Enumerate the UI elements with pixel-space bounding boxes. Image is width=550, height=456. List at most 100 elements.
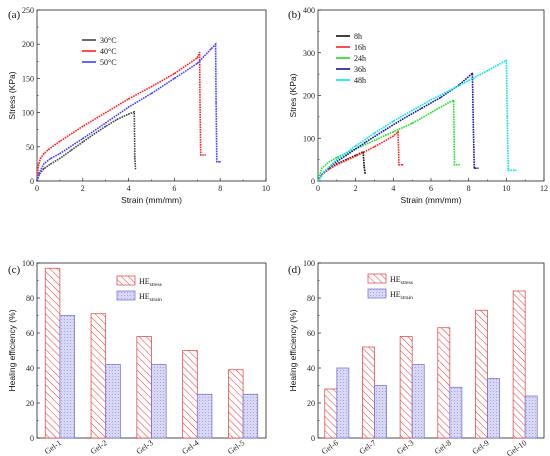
series-point bbox=[328, 161, 330, 163]
series-point bbox=[458, 164, 460, 166]
series-point bbox=[204, 154, 207, 156]
series-point bbox=[215, 101, 217, 104]
series-point bbox=[173, 77, 176, 80]
legend-label: HEstress bbox=[390, 275, 413, 286]
series-point bbox=[411, 109, 413, 112]
bar-stress bbox=[90, 313, 107, 439]
series-point bbox=[82, 141, 84, 143]
series-point bbox=[134, 167, 137, 170]
legend-label: 48h bbox=[354, 76, 366, 85]
series-point bbox=[515, 169, 517, 172]
series-point bbox=[134, 156, 136, 158]
series-point bbox=[127, 106, 130, 108]
y-tick-label: 200 bbox=[22, 40, 34, 49]
series-point bbox=[398, 164, 400, 166]
series-point bbox=[173, 72, 176, 75]
bar-strain bbox=[524, 395, 538, 439]
y-tick-label: 40 bbox=[307, 364, 315, 373]
y-tick-label: 80 bbox=[307, 294, 315, 303]
series-point bbox=[317, 180, 319, 182]
series-point bbox=[47, 148, 50, 151]
series-point bbox=[505, 59, 508, 62]
y-tick-label: 80 bbox=[26, 294, 34, 303]
series-point bbox=[336, 158, 338, 161]
panel-b: (b) 0 2 4 6 8 10 12 0 100 200 300 400 Strain (mm/mm) S… bbox=[288, 6, 548, 205]
y-tick-label: 50 bbox=[26, 143, 34, 152]
series-point bbox=[43, 167, 45, 170]
bar-strain bbox=[374, 385, 387, 439]
x-tick-label: 2 bbox=[81, 184, 85, 193]
legend-subscript: stress bbox=[401, 280, 413, 286]
legend-label: 36h bbox=[354, 65, 366, 74]
y-tick-label: 0 bbox=[311, 434, 315, 443]
bar-strain bbox=[151, 364, 167, 439]
legend-subscript: strain bbox=[401, 295, 413, 301]
bar-stress bbox=[182, 350, 198, 439]
x-tick-label: Gel-8 bbox=[433, 438, 453, 456]
x-tick-label: Gel-4 bbox=[180, 438, 200, 456]
legend-b: 8h 16h 24h 36h 48h bbox=[336, 32, 366, 85]
x-tick-label: Gel-7 bbox=[358, 438, 378, 456]
series-point bbox=[105, 125, 107, 127]
x-tick-label: Gel-2 bbox=[89, 438, 109, 456]
panel-label-a: (a) bbox=[8, 9, 21, 21]
legend-swatch bbox=[116, 290, 136, 301]
bar-strain bbox=[449, 386, 463, 439]
series-point bbox=[196, 62, 198, 65]
y-axis-label: Healing efficiency (%) bbox=[7, 309, 17, 391]
series-point bbox=[322, 171, 325, 174]
series-point bbox=[116, 118, 118, 121]
y-axis-label: Stres (KPa) bbox=[288, 73, 298, 117]
legend-a: 30°C 40°C 50°C bbox=[82, 36, 117, 67]
y-tick-label: 60 bbox=[26, 329, 34, 338]
x-tick-label: Gel-9 bbox=[471, 438, 491, 456]
panel-label-c: (c) bbox=[8, 264, 21, 276]
legend-c: HEstress HEstrain bbox=[116, 275, 162, 303]
series-point bbox=[105, 122, 107, 124]
series-point bbox=[39, 157, 42, 160]
series-point bbox=[105, 111, 107, 114]
series-point bbox=[392, 131, 395, 133]
series-line-3 bbox=[317, 71, 479, 182]
x-tick-label: Gel-1 bbox=[43, 438, 63, 456]
x-tick-label: 4 bbox=[391, 184, 395, 193]
series-point bbox=[392, 135, 395, 137]
series-point bbox=[430, 99, 432, 101]
y-tick-label: 150 bbox=[22, 74, 34, 83]
bar-stress bbox=[437, 327, 451, 439]
x-axis-label: Strain (mm/mm) bbox=[121, 195, 182, 205]
series-point bbox=[354, 155, 357, 157]
series-point bbox=[70, 149, 73, 151]
x-tick-label: Gel-10 bbox=[505, 438, 528, 456]
panel-d-frame bbox=[317, 262, 545, 439]
panel-c: (c) 0 20 40 60 80 100 Healing efficiency (%) Gel… bbox=[7, 259, 267, 456]
series-point bbox=[402, 164, 404, 166]
series-point bbox=[392, 120, 395, 122]
y-tick-label: 40 bbox=[26, 364, 34, 373]
x-tick-label: Gel-3 bbox=[395, 438, 415, 456]
bar-stress bbox=[362, 346, 375, 439]
series-point bbox=[214, 43, 217, 45]
series-point bbox=[196, 57, 198, 59]
y-tick-label: 250 bbox=[22, 6, 34, 15]
x-axis-label: Strain (mm/mm) bbox=[401, 195, 462, 205]
y-tick-label: 100 bbox=[303, 259, 315, 268]
series-point bbox=[82, 125, 84, 127]
legend-label: 24h bbox=[354, 54, 366, 63]
series-point bbox=[383, 129, 385, 132]
series-point bbox=[439, 96, 442, 99]
series-point bbox=[402, 118, 404, 120]
series-point bbox=[449, 89, 451, 92]
y-tick-label: 100 bbox=[22, 259, 34, 268]
series-point bbox=[373, 139, 376, 142]
series-point bbox=[216, 161, 218, 163]
y-tick-label: 100 bbox=[22, 109, 34, 118]
panel-b-frame bbox=[317, 9, 545, 182]
series-point bbox=[37, 166, 39, 169]
series-point bbox=[199, 101, 201, 104]
bar-strain bbox=[487, 378, 500, 439]
series-point bbox=[127, 98, 130, 100]
series-point bbox=[364, 141, 366, 144]
series-line-1 bbox=[317, 130, 403, 182]
